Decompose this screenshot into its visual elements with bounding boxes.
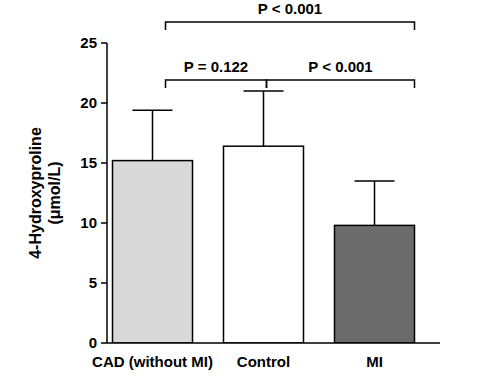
chart-svg: 0 5 10 15 20 25 CAD (without MI) Control MI 4-Hyd… <box>0 0 500 382</box>
x-axis <box>107 342 440 344</box>
error-stem <box>263 91 265 146</box>
y-tick <box>101 342 107 344</box>
comparison-bracket: P = 0.122 <box>166 58 267 88</box>
y-tick-label: 15 <box>80 154 97 171</box>
error-cap <box>244 90 284 92</box>
comparison-label: P = 0.122 <box>184 58 248 75</box>
y-tick-label: 20 <box>80 94 97 111</box>
y-tick-label: 10 <box>80 214 97 231</box>
bar <box>113 161 193 343</box>
comparison-bracket: P < 0.001 <box>166 0 415 30</box>
x-tick-label: Control <box>237 353 290 370</box>
chart-container: 0 5 10 15 20 25 CAD (without MI) Control MI 4-Hyd… <box>0 0 500 382</box>
error-cap <box>133 109 173 111</box>
y-tick-label: 5 <box>89 274 97 291</box>
comparison-label: P < 0.001 <box>308 58 372 75</box>
error-cap <box>355 180 395 182</box>
error-bar <box>133 110 173 160</box>
bracket-line <box>166 22 415 30</box>
y-axis-label: 4-Hydroxyproline(μmol/L) <box>27 127 63 259</box>
y-tick <box>101 222 107 224</box>
x-tick-label: MI <box>366 353 383 370</box>
y-tick <box>101 282 107 284</box>
y-tick-label: 0 <box>89 334 97 351</box>
error-bar <box>355 181 395 225</box>
error-stem <box>374 181 376 225</box>
comparison-label: P < 0.001 <box>258 0 322 17</box>
bracket-line <box>267 80 415 88</box>
y-tick <box>101 102 107 104</box>
comparison-bracket: P < 0.001 <box>267 58 415 88</box>
bar <box>224 146 304 343</box>
y-axis-label-line: 4-Hydroxyproline <box>27 127 44 259</box>
y-axis-label-line: (μmol/L) <box>46 161 63 224</box>
bracket-line <box>166 80 267 88</box>
y-tick <box>101 162 107 164</box>
error-bar <box>244 91 284 146</box>
marks <box>113 91 415 343</box>
bar <box>335 225 415 343</box>
y-axis <box>106 43 108 343</box>
error-stem <box>152 110 154 160</box>
x-tick-label: CAD (without MI) <box>92 353 213 370</box>
y-tick-label: 25 <box>80 34 97 51</box>
y-tick <box>101 42 107 44</box>
